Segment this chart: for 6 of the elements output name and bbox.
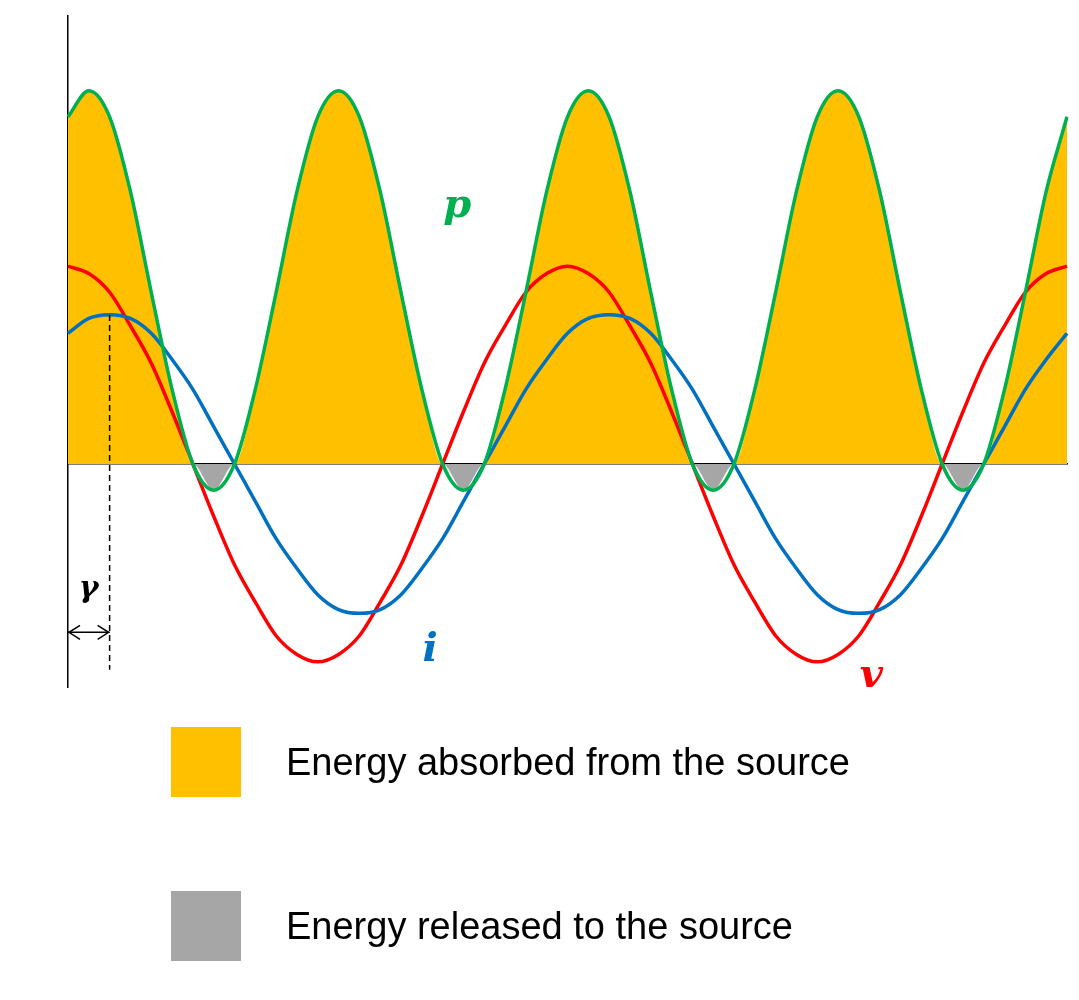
series-label: p [443,178,472,226]
annotation: γ [78,569,99,605]
legend-label: Energy absorbed from the source [286,740,850,784]
legend-label: Energy released to the source [286,904,793,948]
series-label: v [859,649,884,697]
series-label: i [422,623,438,671]
